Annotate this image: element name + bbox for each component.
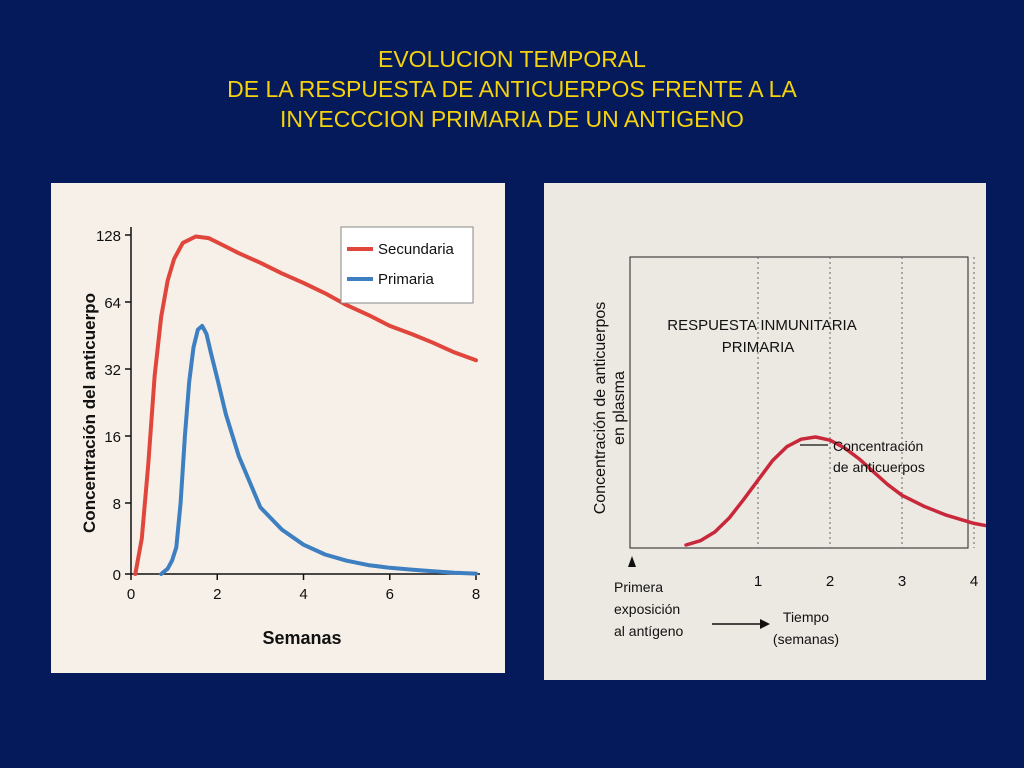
y-tick-label: 16	[104, 429, 121, 446]
x-axis-label: Semanas	[262, 628, 341, 648]
first-exposure-line-3: al antígeno	[614, 623, 683, 639]
x-tick-label: 0	[127, 586, 135, 603]
immune-response-panel: RESPUESTA INMUNITARIA PRIMARIA Concentra…	[544, 183, 986, 680]
x-tick-label: 4	[970, 573, 978, 590]
title-line-2: DE LA RESPUESTA DE ANTICUERPOS FRENTE A …	[227, 76, 797, 102]
chart-title-line-2: PRIMARIA	[722, 339, 795, 356]
y-axis-label-line-2: en plasma	[611, 371, 628, 445]
legend-label-primaria: Primaria	[378, 271, 434, 288]
series-line-secundaria	[133, 234, 478, 576]
y-tick-label: 128	[96, 228, 121, 245]
chart-lines	[684, 435, 986, 547]
y-axis-label: Concentración del anticuerpo	[80, 293, 99, 533]
x-tick-label: 2	[826, 573, 834, 590]
y-tick-label: 64	[104, 295, 121, 312]
chart-title-line-1: RESPUESTA INMUNITARIA	[667, 317, 856, 334]
y-axis-label-line-1: Concentración de anticuerpos	[592, 302, 609, 515]
x-tick-label: 6	[386, 586, 394, 603]
x-axis-label-line-1: Tiempo	[783, 609, 829, 625]
x-tick-label: 4	[299, 586, 307, 603]
time-axis-label: Tiempo (semanas)	[712, 609, 839, 647]
first-exposure-line-1: Primera	[614, 579, 663, 595]
x-tick-label: 8	[472, 586, 480, 603]
chart-gridlines	[757, 257, 975, 548]
title-line-1: EVOLUCION TEMPORAL	[378, 46, 646, 72]
chart-lines	[133, 234, 478, 576]
antibody-chart: 0 8 16 32 64 128 0 2 4 6 8 Semanas Concentración d…	[80, 226, 480, 648]
chart-axes: 0 8 16 32 64 128 0 2 4 6 8	[96, 227, 480, 603]
chart-legend: Secundaria Primaria	[340, 226, 474, 304]
x-axis-ticks: 1 2 3 4	[754, 573, 978, 590]
first-exposure-line-2: exposición	[614, 601, 680, 617]
legend-label-secundaria: Secundaria	[378, 241, 455, 258]
y-tick-label: 8	[113, 496, 121, 513]
antibody-chart-panel: 0 8 16 32 64 128 0 2 4 6 8 Semanas Concentración d…	[51, 183, 505, 673]
y-tick-label: 32	[104, 362, 121, 379]
series-line-antibody-concentration	[684, 435, 986, 547]
curve-annotation: Concentración de anticuerpos	[800, 438, 925, 475]
right-arrow-icon	[760, 619, 770, 629]
x-tick-label: 3	[898, 573, 906, 590]
annotation-line-1: Concentración	[833, 438, 923, 454]
series-line-primaria	[159, 323, 478, 576]
chart-frame	[629, 256, 969, 549]
immune-response-chart: RESPUESTA INMUNITARIA PRIMARIA Concentra…	[592, 256, 986, 647]
x-axis-label-line-2: (semanas)	[773, 631, 839, 647]
slide-title: EVOLUCION TEMPORAL DE LA RESPUESTA DE AN…	[0, 44, 1024, 134]
x-tick-label: 1	[754, 573, 762, 590]
first-exposure-annotation: Primera exposición al antígeno	[614, 556, 683, 639]
up-arrow-icon	[628, 556, 636, 567]
title-line-3: INYECCCION PRIMARIA DE UN ANTIGENO	[280, 106, 744, 132]
x-tick-label: 2	[213, 586, 221, 603]
annotation-line-2: de anticuerpos	[833, 459, 925, 475]
y-tick-label: 0	[113, 567, 121, 584]
